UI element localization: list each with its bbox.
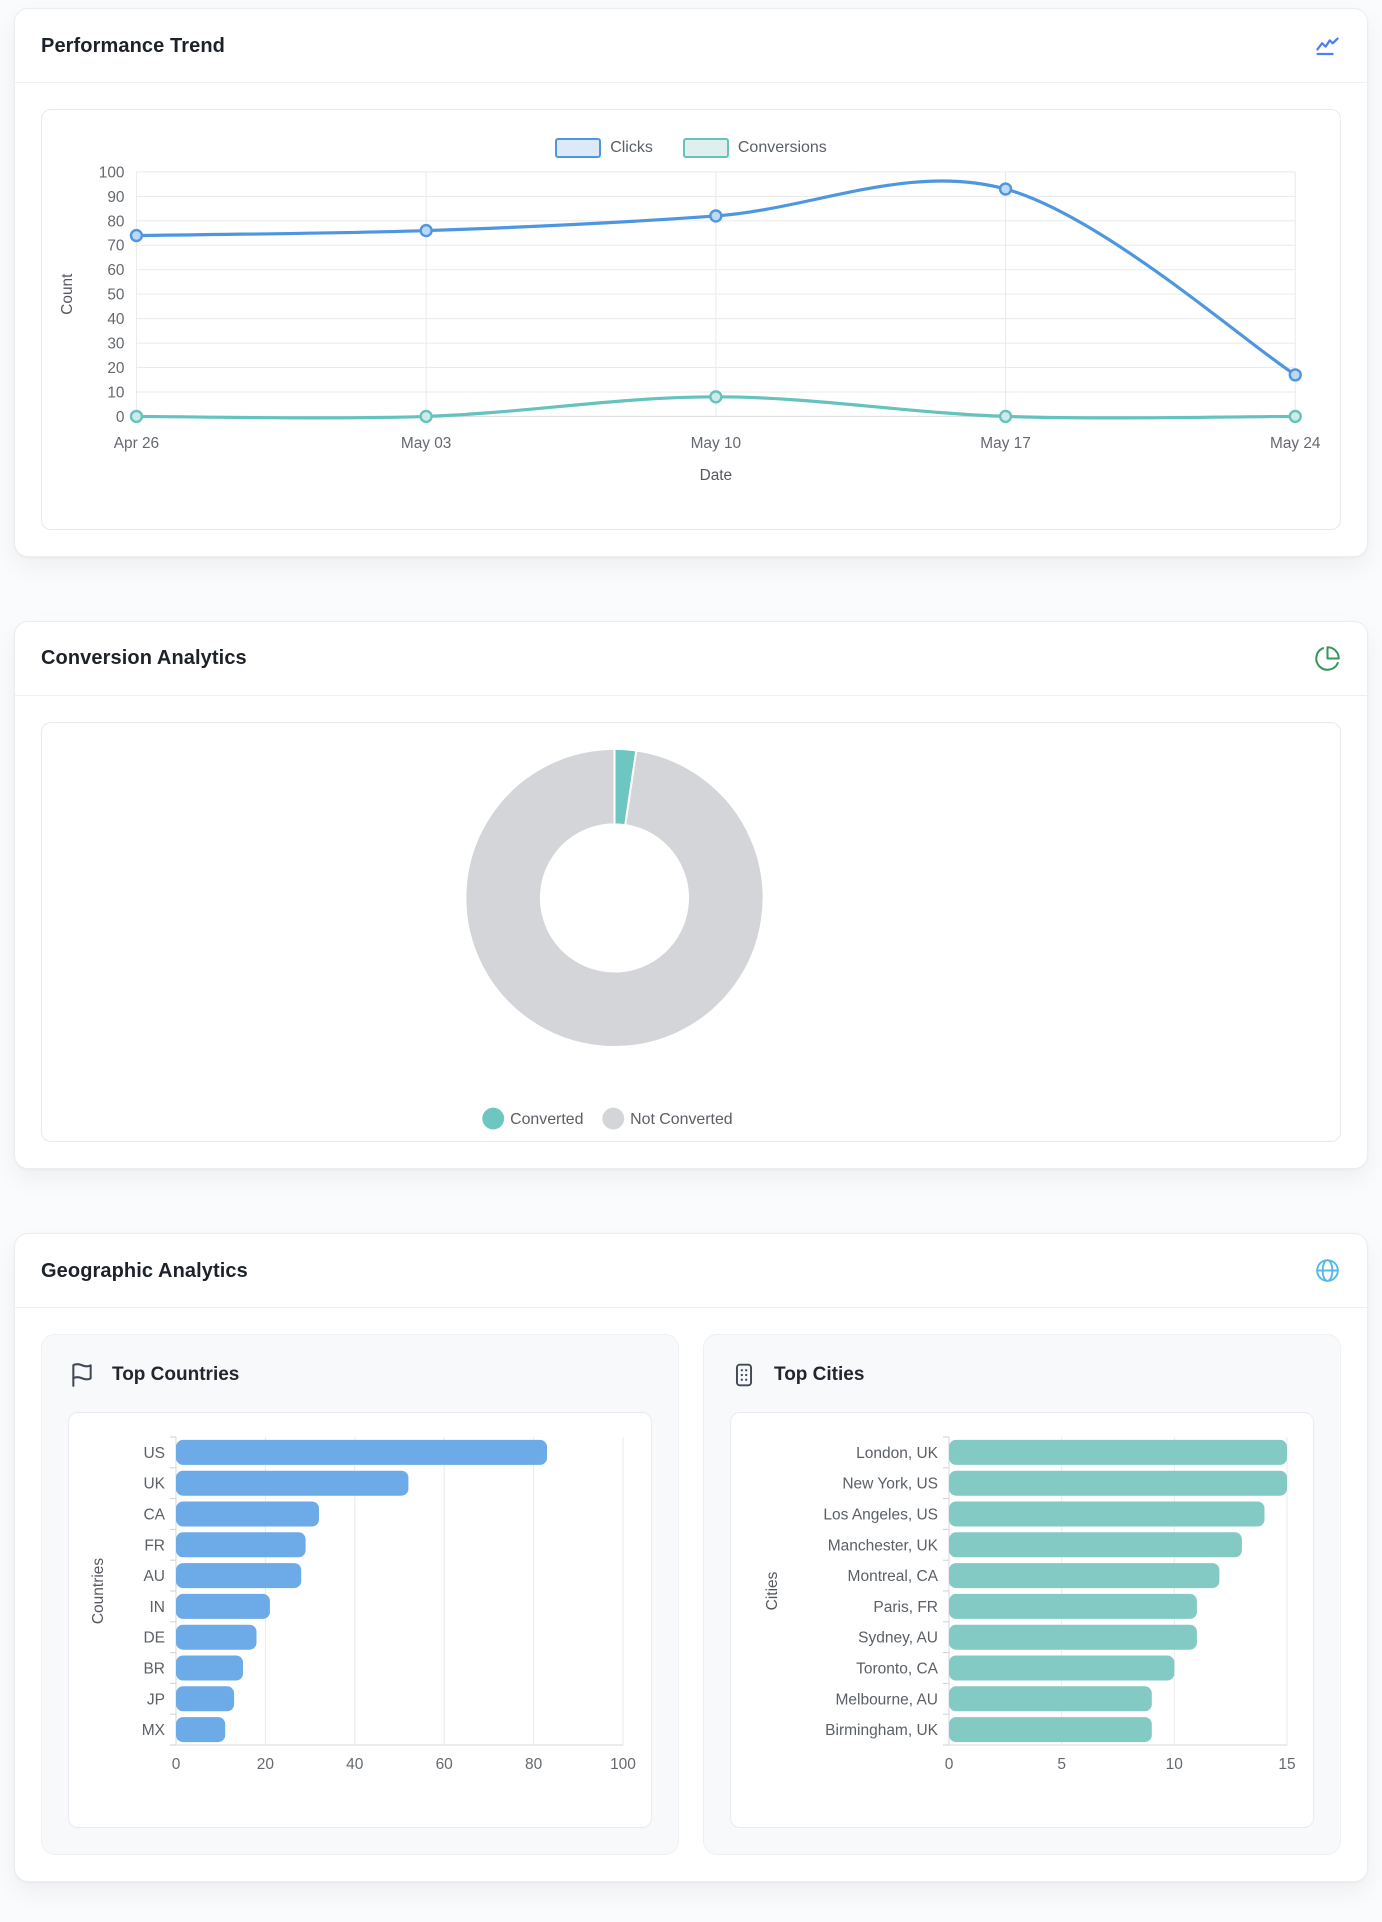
svg-text:20: 20 xyxy=(257,1756,275,1773)
svg-text:90: 90 xyxy=(107,189,124,206)
svg-text:May 03: May 03 xyxy=(401,435,451,452)
performance-chart-legend: Clicks Conversions xyxy=(42,110,1340,158)
svg-text:0: 0 xyxy=(116,409,125,426)
svg-text:Sydney, AU: Sydney, AU xyxy=(858,1630,938,1647)
svg-text:New York, US: New York, US xyxy=(842,1476,938,1493)
top-cities-chart-panel: 0 5 10 15 London, UK New York, US Los Angeles,… xyxy=(730,1412,1314,1829)
svg-text:London, UK: London, UK xyxy=(856,1445,939,1462)
performance-card-body: Clicks Conversions 0 10 20 30 40 50 60 70 80 90 100… xyxy=(15,83,1367,556)
pie-chart-icon xyxy=(1314,645,1341,672)
svg-text:5: 5 xyxy=(1057,1756,1066,1773)
conversion-card-title: Conversion Analytics xyxy=(41,647,247,670)
conversion-analytics-card: Conversion Analytics Converted Not Conver… xyxy=(14,620,1368,1170)
top-countries-header: Top Countries xyxy=(68,1361,652,1388)
svg-text:100: 100 xyxy=(99,164,125,181)
svg-text:50: 50 xyxy=(107,287,124,304)
svg-text:80: 80 xyxy=(107,213,124,230)
svg-text:US: US xyxy=(143,1445,165,1462)
svg-text:Count: Count xyxy=(59,273,76,315)
geographic-card-body: Top Countries 0 20 40 60 80 100 US UK CA FR AU IN DE… xyxy=(15,1308,1367,1881)
svg-text:Cities: Cities xyxy=(764,1572,781,1611)
legend-swatch xyxy=(555,138,602,158)
svg-text:0: 0 xyxy=(172,1756,181,1773)
top-cities-title: Top Cities xyxy=(774,1363,865,1385)
svg-text:Countries: Countries xyxy=(90,1558,107,1625)
svg-text:MX: MX xyxy=(142,1722,166,1739)
svg-text:80: 80 xyxy=(525,1756,543,1773)
svg-text:Los Angeles, US: Los Angeles, US xyxy=(823,1507,938,1524)
legend-item-conversions[interactable]: Conversions xyxy=(682,138,827,158)
performance-chart-panel: Clicks Conversions 0 10 20 30 40 50 60 70 80 90 100… xyxy=(41,109,1341,530)
svg-text:Not Converted: Not Converted xyxy=(630,1111,732,1128)
geographic-grid: Top Countries 0 20 40 60 80 100 US UK CA FR AU IN DE… xyxy=(41,1334,1341,1856)
legend-item-clicks[interactable]: Clicks xyxy=(555,138,653,158)
svg-text:AU: AU xyxy=(143,1568,165,1585)
legend-label: Conversions xyxy=(737,139,827,156)
svg-text:Manchester, UK: Manchester, UK xyxy=(828,1538,939,1555)
flag-icon xyxy=(68,1361,95,1388)
svg-text:JP: JP xyxy=(147,1692,165,1709)
svg-text:FR: FR xyxy=(144,1538,165,1555)
svg-text:May 17: May 17 xyxy=(980,435,1030,452)
performance-trend-card: Performance Trend Clicks Conversions 0 10 2… xyxy=(14,8,1368,557)
countries-bar-chart[interactable]: 0 20 40 60 80 100 US UK CA FR AU IN DE BR JP MX Countrie… xyxy=(81,1425,639,1815)
cities-bar-chart[interactable]: 0 5 10 15 London, UK New York, US Los Angeles,… xyxy=(743,1425,1301,1815)
geographic-analytics-card: Geographic Analytics Top Countries 0 20 40… xyxy=(14,1233,1368,1883)
svg-text:20: 20 xyxy=(107,360,124,377)
top-countries-chart-panel: 0 20 40 60 80 100 US UK CA FR AU IN DE BR JP MX Countrie… xyxy=(68,1412,652,1829)
svg-text:Date: Date xyxy=(700,467,733,484)
svg-text:May 10: May 10 xyxy=(691,435,741,452)
conversion-chart-panel: Converted Not Converted xyxy=(41,721,1341,1143)
top-countries-title: Top Countries xyxy=(112,1363,240,1385)
svg-text:Paris, FR: Paris, FR xyxy=(873,1599,938,1616)
svg-text:10: 10 xyxy=(1166,1756,1184,1773)
conversion-card-header: Conversion Analytics xyxy=(15,622,1367,696)
top-countries-panel: Top Countries 0 20 40 60 80 100 US UK CA FR AU IN DE… xyxy=(41,1334,679,1856)
svg-text:Converted: Converted xyxy=(510,1111,583,1128)
legend-label: Clicks xyxy=(610,139,653,156)
svg-text:Apr 26: Apr 26 xyxy=(114,435,159,452)
svg-text:15: 15 xyxy=(1278,1756,1295,1773)
svg-text:40: 40 xyxy=(107,311,124,328)
svg-text:Montreal, CA: Montreal, CA xyxy=(848,1568,939,1585)
svg-text:70: 70 xyxy=(107,238,124,255)
svg-text:DE: DE xyxy=(143,1630,165,1647)
geographic-card-title: Geographic Analytics xyxy=(41,1259,248,1282)
svg-text:30: 30 xyxy=(107,336,124,353)
line-chart-icon xyxy=(1314,32,1341,59)
svg-text:BR: BR xyxy=(143,1661,165,1678)
svg-text:60: 60 xyxy=(436,1756,454,1773)
globe-icon xyxy=(1314,1257,1341,1284)
svg-text:Toronto, CA: Toronto, CA xyxy=(856,1661,939,1678)
svg-text:0: 0 xyxy=(945,1756,954,1773)
svg-text:10: 10 xyxy=(107,384,124,401)
svg-text:40: 40 xyxy=(346,1756,364,1773)
performance-card-header: Performance Trend xyxy=(15,9,1367,83)
geographic-card-header: Geographic Analytics xyxy=(15,1234,1367,1309)
svg-text:Birmingham, UK: Birmingham, UK xyxy=(825,1722,938,1739)
svg-text:CA: CA xyxy=(143,1507,165,1524)
building-icon xyxy=(730,1361,757,1388)
conversion-donut-chart[interactable]: Converted Not Converted xyxy=(42,723,1340,1141)
svg-text:60: 60 xyxy=(107,262,124,279)
legend-swatch xyxy=(682,138,729,158)
top-cities-panel: Top Cities 0 5 10 15 London, UK New York, US L… xyxy=(703,1334,1341,1856)
svg-text:Melbourne, AU: Melbourne, AU xyxy=(835,1692,938,1709)
svg-text:IN: IN xyxy=(150,1599,166,1616)
top-cities-header: Top Cities xyxy=(730,1361,1314,1388)
svg-text:UK: UK xyxy=(143,1476,165,1493)
performance-card-title: Performance Trend xyxy=(41,34,225,57)
conversion-card-body: Converted Not Converted xyxy=(15,696,1367,1168)
performance-line-chart[interactable]: 0 10 20 30 40 50 60 70 80 90 100 Apr 26 May 03 May 10… xyxy=(42,160,1340,509)
svg-text:May 24: May 24 xyxy=(1270,435,1321,452)
svg-text:100: 100 xyxy=(610,1756,636,1773)
